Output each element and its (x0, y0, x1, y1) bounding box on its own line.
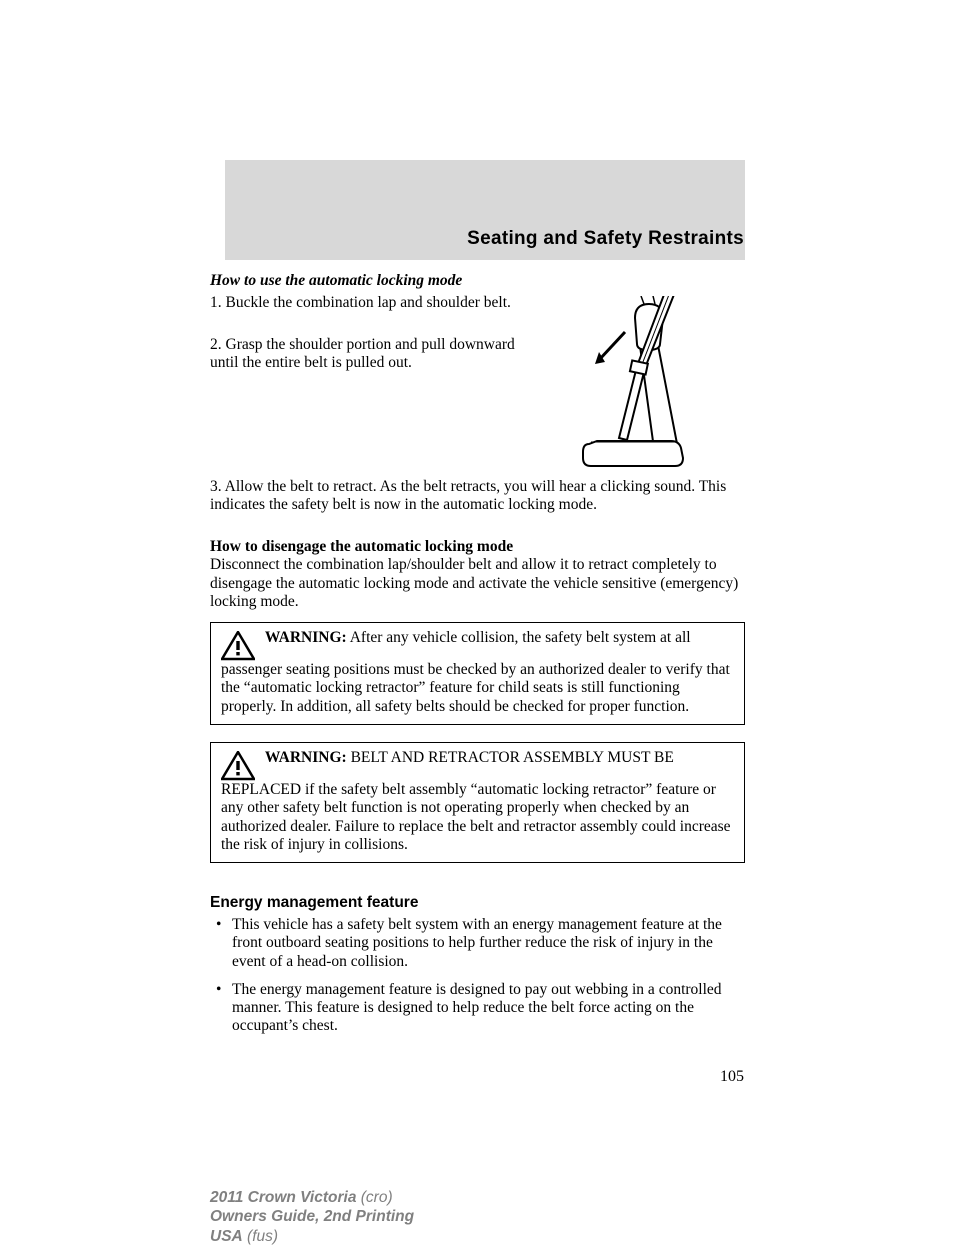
warning-box-2: WARNING: BELT AND RETRACTOR ASSEMBLY MUS… (210, 742, 745, 863)
footer-code2: (fus) (243, 1228, 278, 1245)
warning-triangle-icon (221, 751, 255, 781)
howto-step2: 2. Grasp the shoulder portion and pull d… (210, 336, 520, 373)
warning-triangle-icon (221, 631, 255, 661)
warning-box-1: WARNING: After any vehicle collision, th… (210, 622, 745, 725)
energy-bullets: This vehicle has a safety belt system wi… (210, 916, 745, 1046)
footer-model: 2011 Crown Victoria (210, 1189, 356, 1206)
seatbelt-diagram (547, 296, 742, 471)
warning2-text: WARNING: BELT AND RETRACTOR ASSEMBLY MUS… (221, 749, 731, 853)
howto-step3: 3. Allow the belt to retract. As the bel… (210, 478, 745, 515)
section-title: Seating and Safety Restraints (467, 228, 744, 250)
footer: 2011 Crown Victoria (cro) Owners Guide, … (210, 1188, 414, 1246)
page-number: 105 (720, 1068, 744, 1086)
warning1-text: WARNING: After any vehicle collision, th… (221, 629, 730, 715)
footer-guide: Owners Guide, 2nd Printing (210, 1208, 414, 1225)
disengage-text: Disconnect the combination lap/shoulder … (210, 556, 738, 610)
howto-heading: How to use the automatic locking mode (210, 272, 462, 290)
energy-heading: Energy management feature (210, 894, 745, 912)
energy-bullet-1: This vehicle has a safety belt system wi… (210, 916, 745, 971)
energy-bullet-2: The energy management feature is designe… (210, 981, 745, 1036)
howto-step1: 1. Buckle the combination lap and should… (210, 294, 520, 312)
disengage-block: How to disengage the automatic locking m… (210, 538, 745, 611)
footer-code1: (cro) (356, 1189, 392, 1206)
footer-region: USA (210, 1228, 243, 1245)
disengage-heading: How to disengage the automatic locking m… (210, 538, 513, 555)
